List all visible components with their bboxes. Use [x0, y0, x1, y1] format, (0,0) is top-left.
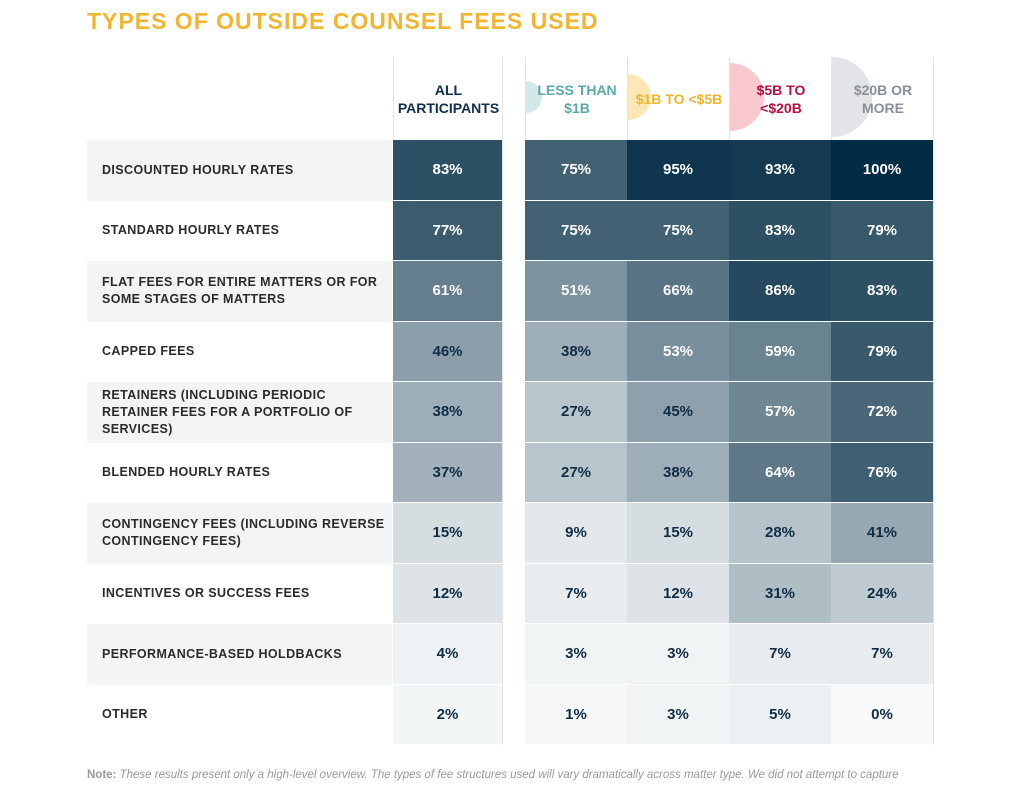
- heatmap-cell: 95%: [627, 140, 729, 200]
- heatmap-cell: 100%: [831, 140, 933, 200]
- heatmap-cell: 79%: [831, 321, 933, 381]
- divider: [502, 57, 503, 745]
- heatmap-cell: 15%: [627, 503, 729, 563]
- note-text: These results present only a high-level …: [119, 769, 899, 781]
- heatmap-cell: 75%: [627, 200, 729, 260]
- column-header: $20B OR MORE: [831, 57, 934, 140]
- heatmap-cell: 75%: [525, 200, 627, 260]
- row-label-text: INCENTIVES OR SUCCESS FEES: [102, 586, 310, 601]
- heatmap-cell: 12%: [627, 563, 729, 623]
- circle-marker-icon: [526, 81, 542, 113]
- heatmap-cell: 1%: [525, 684, 627, 744]
- heatmap-cell: 66%: [627, 261, 729, 321]
- heatmap-cell: 31%: [729, 563, 831, 623]
- row-label: STANDARD HOURLY RATES: [87, 200, 392, 261]
- row-label-text: OTHER: [102, 707, 148, 722]
- heatmap-cell: 72%: [831, 382, 933, 442]
- heatmap-cell: 51%: [525, 261, 627, 321]
- heatmap-cell: 3%: [627, 684, 729, 744]
- heatmap-cell: 0%: [831, 684, 933, 744]
- heatmap-cell: 5%: [729, 684, 831, 744]
- heatmap-cell: 27%: [525, 442, 627, 502]
- heatmap-cell: 77%: [393, 200, 502, 260]
- row-label: INCENTIVES OR SUCCESS FEES: [87, 563, 392, 624]
- column-label: $1B TO <$5B: [635, 90, 723, 107]
- page-title: TYPES OF OUTSIDE COUNSEL FEES USED: [87, 8, 599, 34]
- heatmap-cell: 83%: [831, 261, 933, 321]
- divider: [933, 57, 934, 745]
- heatmap-cell: 46%: [393, 321, 502, 381]
- row-label: OTHER: [87, 684, 392, 745]
- circle-marker-icon: [628, 74, 651, 120]
- note-label: Note:: [87, 769, 117, 781]
- heatmap-cell: 76%: [831, 442, 933, 502]
- row-label: FLAT FEES FOR ENTIRE MATTERS OR FOR SOME…: [87, 261, 392, 322]
- heatmap-cell: 79%: [831, 200, 933, 260]
- heatmap-cell: 38%: [627, 442, 729, 502]
- row-label: RETAINERS (INCLUDING PERIODIC RETAINER F…: [87, 382, 392, 443]
- heatmap-cell: 7%: [831, 624, 933, 684]
- heatmap-cell: 83%: [393, 140, 502, 200]
- column-header: LESS THAN $1B: [525, 57, 628, 140]
- heatmap-cell: 38%: [525, 321, 627, 381]
- heatmap-cell: 93%: [729, 140, 831, 200]
- row-label-text: RETAINERS (INCLUDING PERIODIC RETAINER F…: [102, 387, 353, 436]
- heatmap-cell: 86%: [729, 261, 831, 321]
- column-header: $1B TO <$5B: [627, 57, 730, 140]
- row-label: CONTINGENCY FEES (INCLUDING REVERSE CONT…: [87, 503, 392, 564]
- heatmap-cell: 83%: [729, 200, 831, 260]
- column-header: $5B TO <$20B: [729, 57, 832, 140]
- heatmap-cell: 61%: [393, 261, 502, 321]
- heatmap-cell: 41%: [831, 503, 933, 563]
- heatmap-cell: 9%: [525, 503, 627, 563]
- heatmap-cell: 45%: [627, 382, 729, 442]
- heatmap-cell: 7%: [729, 624, 831, 684]
- footnote: Note: These results present only a high-…: [87, 769, 899, 781]
- heatmap-cell: 24%: [831, 563, 933, 623]
- heatmap-cell: 12%: [393, 563, 502, 623]
- row-label-text: BLENDED HOURLY RATES: [102, 465, 271, 480]
- heatmap-cell: 57%: [729, 382, 831, 442]
- row-label: DISCOUNTED HOURLY RATES: [87, 140, 392, 201]
- heatmap-cell: 2%: [393, 684, 502, 744]
- row-label-text: DISCOUNTED HOURLY RATES: [102, 162, 294, 177]
- heatmap-cell: 15%: [393, 503, 502, 563]
- row-label: PERFORMANCE-BASED HOLDBACKS: [87, 624, 392, 685]
- row-label-text: PERFORMANCE-BASED HOLDBACKS: [102, 646, 342, 661]
- column-label: ALL PARTICIPANTS: [397, 81, 500, 116]
- heatmap-cell: 53%: [627, 321, 729, 381]
- row-label: BLENDED HOURLY RATES: [87, 442, 392, 503]
- row-label-text: FLAT FEES FOR ENTIRE MATTERS OR FOR SOME…: [102, 275, 378, 307]
- heatmap-cell: 64%: [729, 442, 831, 502]
- heatmap-cell: 3%: [627, 624, 729, 684]
- column-header: ALL PARTICIPANTS: [393, 57, 503, 140]
- column-label: $20B OR MORE: [853, 81, 913, 116]
- row-label: CAPPED FEES: [87, 321, 392, 382]
- column-label: $5B TO <$20B: [756, 81, 806, 116]
- row-label-text: CAPPED FEES: [102, 344, 195, 359]
- heatmap-cell: 75%: [525, 140, 627, 200]
- heatmap-cell: 3%: [525, 624, 627, 684]
- heatmap-cell: 38%: [393, 382, 502, 442]
- row-label-text: STANDARD HOURLY RATES: [102, 223, 280, 238]
- heatmap-cell: 27%: [525, 382, 627, 442]
- column-label: LESS THAN $1B: [537, 81, 617, 116]
- heatmap-cell: 37%: [393, 442, 502, 502]
- heatmap-cell: 7%: [525, 563, 627, 623]
- heatmap-cell: 28%: [729, 503, 831, 563]
- heatmap-cell: 4%: [393, 624, 502, 684]
- row-label-text: CONTINGENCY FEES (INCLUDING REVERSE CONT…: [102, 517, 385, 549]
- heatmap-cell: 59%: [729, 321, 831, 381]
